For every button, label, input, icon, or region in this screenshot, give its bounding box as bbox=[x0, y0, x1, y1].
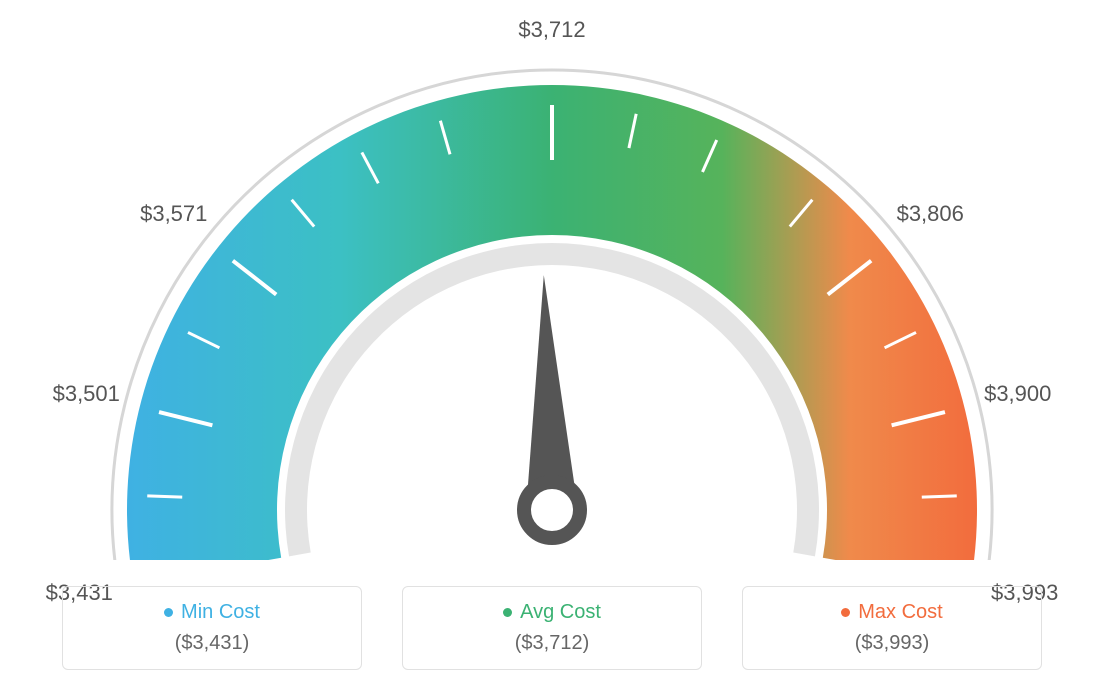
legend-title-text: Max Cost bbox=[858, 601, 942, 624]
gauge-needle-hub bbox=[524, 482, 580, 538]
gauge-minor-tick bbox=[922, 496, 957, 497]
legend-dot-icon bbox=[164, 608, 173, 617]
gauge-tick-label: $3,712 bbox=[518, 17, 585, 43]
legend-title-text: Avg Cost bbox=[520, 601, 601, 624]
legend-row: Min Cost ($3,431) Avg Cost ($3,712) Max Cost… bbox=[0, 586, 1104, 670]
legend-value: ($3,712) bbox=[423, 632, 681, 655]
legend-value: ($3,993) bbox=[763, 632, 1021, 655]
gauge-minor-tick bbox=[147, 496, 182, 497]
legend-title: Max Cost bbox=[841, 601, 942, 624]
legend-value: ($3,431) bbox=[83, 632, 341, 655]
legend-card: Avg Cost ($3,712) bbox=[402, 586, 702, 670]
gauge-tick-label: $3,900 bbox=[984, 381, 1051, 407]
gauge-tick-label: $3,806 bbox=[897, 201, 964, 227]
legend-title-text: Min Cost bbox=[181, 601, 260, 624]
gauge-chart: $3,431$3,501$3,571$3,712$3,806$3,900$3,9… bbox=[0, 0, 1104, 560]
legend-card: Max Cost ($3,993) bbox=[742, 586, 1042, 670]
gauge-svg bbox=[0, 0, 1104, 560]
legend-dot-icon bbox=[841, 608, 850, 617]
legend-card: Min Cost ($3,431) bbox=[62, 586, 362, 670]
legend-title: Avg Cost bbox=[503, 601, 601, 624]
legend-dot-icon bbox=[503, 608, 512, 617]
legend-title: Min Cost bbox=[164, 601, 260, 624]
gauge-tick-label: $3,571 bbox=[140, 201, 207, 227]
gauge-tick-label: $3,501 bbox=[53, 381, 120, 407]
